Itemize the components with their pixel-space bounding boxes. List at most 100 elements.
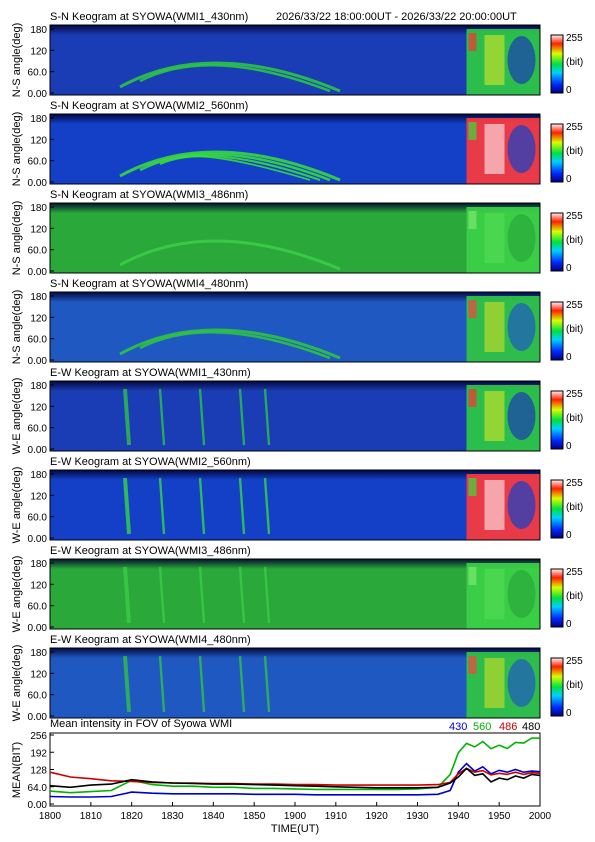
colorbar-min-label: 0 (566, 619, 572, 630)
dawn-dark-gap (507, 36, 536, 84)
keogram-title: S-N Keogram at SYOWA(WMI1_430nm) (50, 11, 248, 23)
keogram-y-tick: 180 (30, 381, 47, 392)
aurora-arc (119, 328, 341, 360)
keogram-top-band (50, 114, 540, 124)
colorbar-unit-label: (bit) (566, 502, 583, 513)
keogram-y-tick: 60.0 (28, 424, 48, 435)
mean-x-axis-label: TIME(UT) (271, 823, 319, 835)
dawn-dark-gap (507, 570, 536, 618)
aurora-band (198, 655, 206, 713)
aurora-band (238, 388, 246, 446)
mean-series-480 (49, 767, 541, 789)
legend-label-560: 560 (473, 721, 491, 733)
aurora-band (238, 566, 246, 624)
aurora-arc (119, 150, 341, 182)
mean-x-tick-label: 1930 (406, 811, 429, 822)
aurora-arc (159, 154, 321, 182)
colorbar-unit-label: (bit) (566, 57, 583, 68)
colorbar-unit-label: (bit) (566, 324, 583, 335)
keogram-panel-2: S-N Keogram at SYOWA(WMI2_560nm)180 120 60… (11, 100, 583, 189)
keogram-title: S-N Keogram at SYOWA(WMI4_480nm) (50, 278, 248, 290)
aurora-arc (179, 155, 311, 181)
colorbar-unit-label: (bit) (566, 235, 583, 246)
keogram-image (50, 648, 540, 718)
keogram-y-tick: 120 (30, 580, 47, 591)
mean-legend: 430 560 486 480 (449, 721, 540, 733)
mean-x-tick-label: 1840 (202, 811, 225, 822)
mean-y-tick-label: 64.0 (28, 783, 48, 794)
keogram-y-tick: 120 (30, 224, 47, 235)
keogram-aurora-features (119, 207, 540, 273)
aurora-band (198, 477, 206, 535)
aurora-band (123, 566, 131, 624)
aurora-band (263, 388, 271, 446)
dawn-bright-patch (484, 213, 505, 263)
colorbar-max-label: 255 (566, 122, 583, 133)
keogram-panel-3: S-N Keogram at SYOWA(WMI3_486nm)180 120 60… (11, 189, 583, 278)
dawn-dark-gap (507, 481, 536, 529)
keogram-y-tick: 180 (30, 203, 47, 214)
colorbar (550, 390, 564, 450)
mean-x-tick-label: 1900 (284, 811, 307, 822)
mean-y-tick-label: 0.00 (28, 800, 48, 811)
keogram-y-axis-label: W-E angle(deg) (11, 467, 23, 544)
aurora-arc (139, 152, 331, 182)
dawn-bright-patch (484, 569, 505, 619)
keogram-y-axis-label: W-E angle(deg) (11, 378, 23, 455)
dawn-peak-patch (468, 33, 477, 51)
aurora-band (123, 655, 131, 713)
aurora-band (238, 477, 246, 535)
aurora-band (198, 388, 206, 446)
dawn-dark-gap (507, 125, 536, 173)
colorbar-max-label: 255 (566, 300, 583, 311)
keogram-title: E-W Keogram at SYOWA(WMI3_486nm) (50, 545, 251, 557)
keogram-panel-8: E-W Keogram at SYOWA(WMI4_480nm)180 120 60… (11, 634, 583, 723)
keogram-y-tick: 60.0 (28, 68, 48, 79)
dawn-peak-patch (468, 300, 477, 318)
keogram-y-axis-label: W-E angle(deg) (11, 556, 23, 633)
mean-x-tick-label: 1910 (325, 811, 348, 822)
keogram-y-tick: 120 (30, 313, 47, 324)
colorbar-unit-label: (bit) (566, 680, 583, 691)
keogram-panels: S-N Keogram at SYOWA(WMI1_430nm) 180 120 60… (11, 11, 583, 723)
keogram-y-tick: 180 (30, 648, 47, 659)
keogram-panel-7: E-W Keogram at SYOWA(WMI3_486nm)180 120 60… (11, 545, 583, 634)
colorbar-max-label: 255 (566, 656, 583, 667)
keogram-title: S-N Keogram at SYOWA(WMI3_486nm) (50, 189, 248, 201)
keogram-top-band (50, 25, 540, 35)
keogram-panel-6: E-W Keogram at SYOWA(WMI2_560nm)180 120 60… (11, 456, 583, 545)
dawn-dark-gap (507, 214, 536, 262)
mean-y-axis-label: MEAN(BIT) (11, 742, 23, 798)
dawn-bright-patch (484, 391, 505, 441)
keogram-y-tick: 60.0 (28, 246, 48, 257)
keogram-y-tick: 0.00 (28, 623, 48, 634)
keogram-frame (49, 202, 541, 274)
colorbar-unit-label: (bit) (566, 146, 583, 157)
legend-label-430: 430 (449, 721, 467, 733)
dawn-peak-patch (468, 567, 477, 585)
legend-label-480: 480 (522, 721, 540, 733)
mean-x-tick-label: 1830 (161, 811, 184, 822)
colorbar (550, 212, 564, 272)
keogram-image (50, 559, 540, 629)
keogram-y-tick: 0.00 (28, 445, 48, 456)
colorbar (550, 123, 564, 183)
mean-plot-title: Mean intensity in FOV of Syowa WMI (50, 718, 232, 730)
mean-x-tick-label: 1810 (80, 811, 103, 822)
keogram-y-tick: 180 (30, 114, 47, 125)
keogram-top-band (50, 381, 540, 391)
aurora-arc (139, 63, 331, 93)
colorbar-min-label: 0 (566, 441, 572, 452)
keogram-panel-1: S-N Keogram at SYOWA(WMI1_430nm)180 120 60… (11, 11, 583, 100)
keogram-frame (49, 558, 541, 630)
keogram-y-tick: 120 (30, 46, 47, 57)
keogram-y-tick: 60.0 (28, 691, 48, 702)
aurora-band (198, 566, 206, 624)
mean-y-tick-label: 256 (30, 731, 47, 742)
keogram-y-tick: 180 (30, 292, 47, 303)
keogram-aurora-features (123, 474, 540, 540)
aurora-band (238, 655, 246, 713)
keogram-y-tick: 0.00 (28, 89, 48, 100)
aurora-band (263, 566, 271, 624)
